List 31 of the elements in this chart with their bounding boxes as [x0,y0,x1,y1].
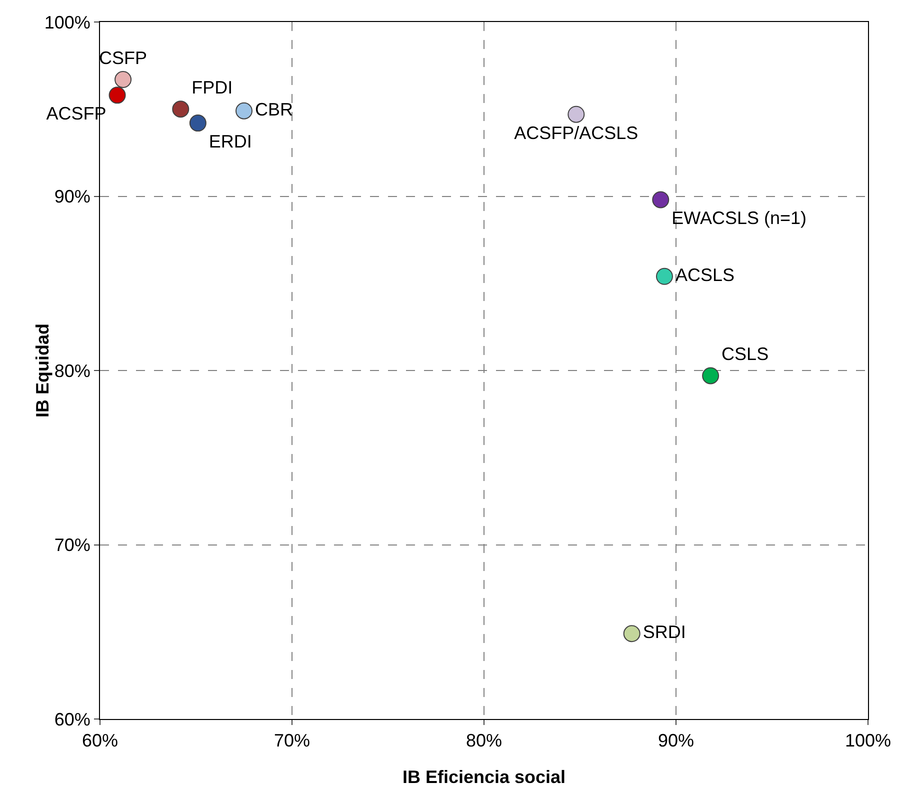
point [568,106,585,123]
point [623,625,640,642]
y-tick-label: 70% [54,535,90,556]
point [114,71,132,88]
point [702,367,720,384]
point [108,86,126,104]
x-axis-title: IB Eficiencia social [402,767,566,787]
series-label: ERDI [208,132,252,152]
series-label: EWACSLS (n=1) [672,208,807,228]
x-tick-label: 70% [274,730,310,751]
x-tick-label: 80% [466,730,502,751]
point [656,268,673,285]
point [652,191,670,208]
x-tick-label: 100% [844,730,892,751]
point [236,102,252,120]
point [172,100,190,118]
series-label: ACSLS [675,264,735,285]
series-label: FPDI [192,78,233,98]
y-axis-title: IB Equidad [32,324,52,418]
series-label: SRDI [642,622,686,642]
series-label: CBR [255,99,294,120]
y-tick-label: 80% [54,360,90,381]
series-label: CSFP [99,48,148,68]
y-tick-label: 60% [54,709,90,730]
x-tick-label: 90% [658,730,694,751]
point [189,114,206,132]
y-tick-label: 90% [54,186,90,207]
series-label: ACSFP/ACSLS [514,122,638,143]
y-tick-label: 100% [44,12,90,32]
series-label: CSLS [722,344,769,364]
x-tick-label: 60% [82,730,118,751]
